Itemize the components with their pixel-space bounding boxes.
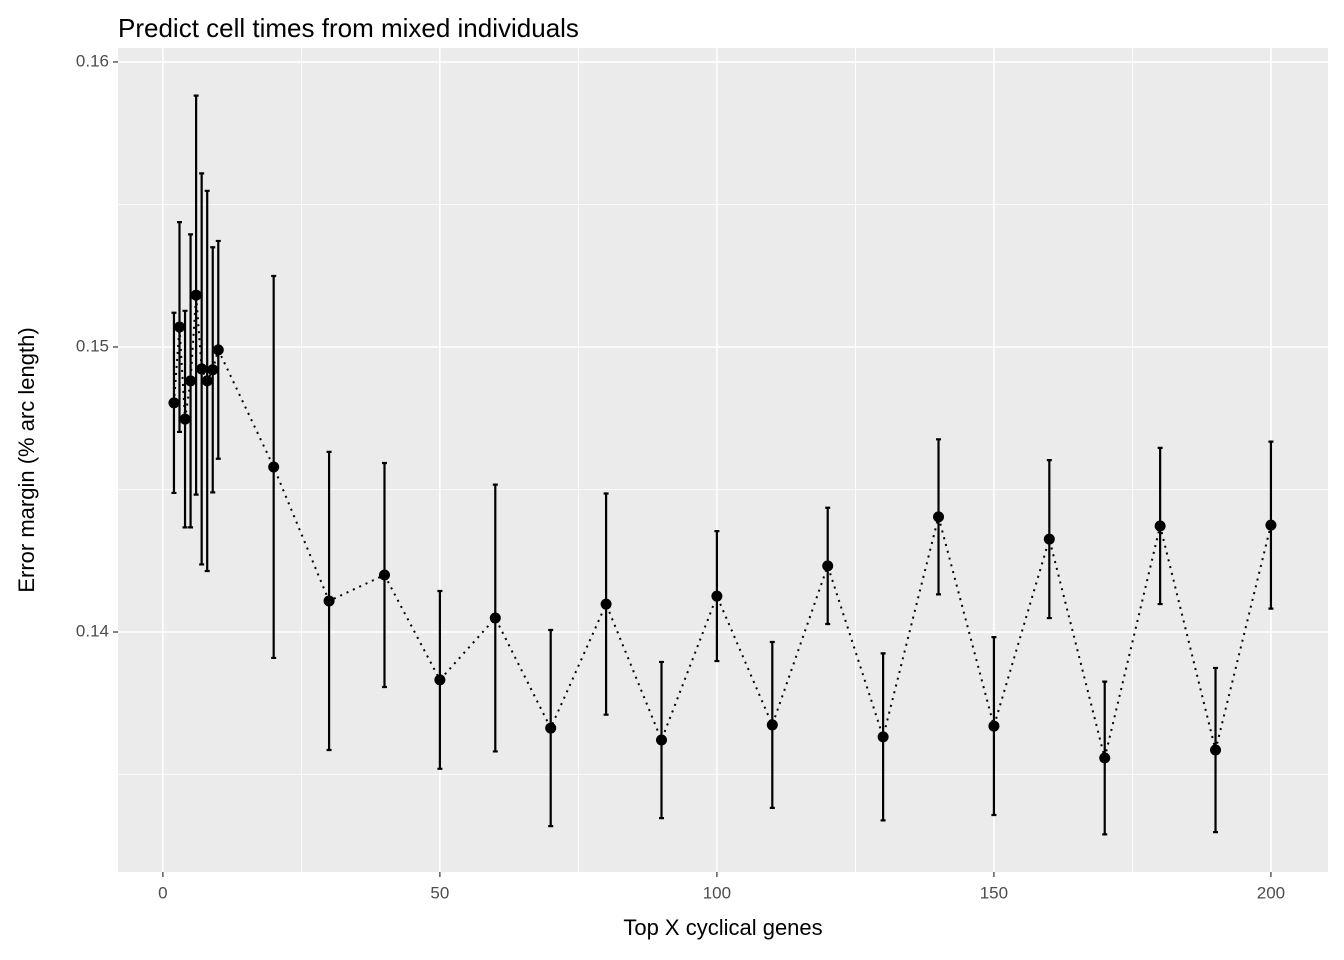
point bbox=[185, 375, 197, 387]
chart-title: Predict cell times from mixed individual… bbox=[118, 13, 579, 43]
point bbox=[822, 560, 834, 572]
panel bbox=[118, 48, 1328, 872]
point bbox=[1154, 520, 1166, 532]
point bbox=[168, 397, 180, 409]
x-tick-label: 50 bbox=[430, 883, 449, 902]
x-axis-label: Top X cyclical genes bbox=[623, 915, 822, 940]
point bbox=[323, 595, 335, 607]
x-tick-label: 200 bbox=[1257, 883, 1285, 902]
point bbox=[711, 590, 723, 602]
point bbox=[207, 364, 219, 376]
x-tick-label: 0 bbox=[158, 883, 167, 902]
point bbox=[201, 375, 213, 387]
y-tick-label: 0.16 bbox=[76, 51, 109, 70]
y-axis-label: Error margin (% arc length) bbox=[14, 327, 39, 592]
point bbox=[877, 731, 889, 743]
point bbox=[656, 734, 668, 746]
point bbox=[196, 363, 208, 375]
point bbox=[1099, 752, 1111, 764]
point bbox=[766, 719, 778, 731]
point bbox=[190, 289, 202, 301]
point bbox=[1043, 533, 1055, 545]
y-tick-label: 0.14 bbox=[76, 621, 109, 640]
point bbox=[179, 413, 191, 425]
point bbox=[434, 674, 446, 686]
point bbox=[173, 321, 185, 333]
y-tick-label: 0.15 bbox=[76, 336, 109, 355]
point bbox=[988, 720, 1000, 732]
point bbox=[600, 598, 612, 610]
point bbox=[268, 461, 280, 473]
point bbox=[378, 569, 390, 581]
x-tick-label: 150 bbox=[980, 883, 1008, 902]
point bbox=[1210, 744, 1222, 756]
point bbox=[489, 612, 501, 624]
x-tick-label: 100 bbox=[703, 883, 731, 902]
point bbox=[1265, 519, 1277, 531]
line bbox=[172, 295, 1272, 759]
point bbox=[545, 722, 557, 734]
point bbox=[212, 344, 224, 356]
point bbox=[933, 511, 945, 523]
